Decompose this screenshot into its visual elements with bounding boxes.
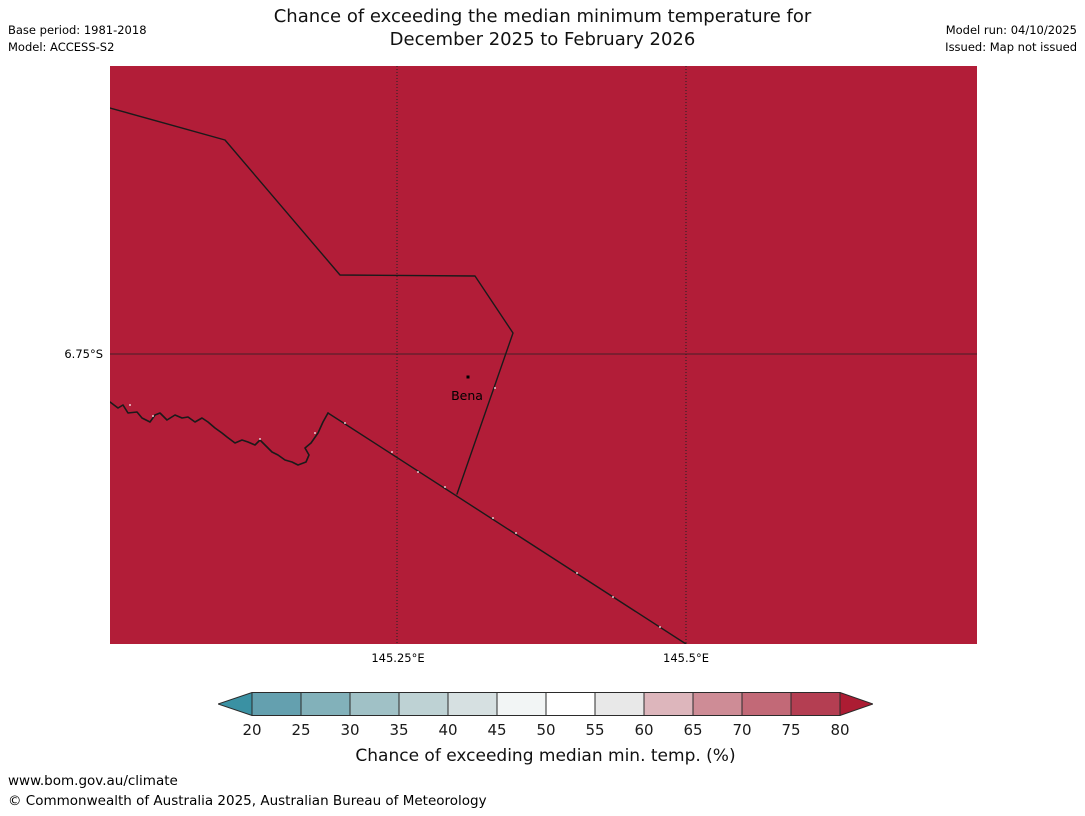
colorbar-tick-50: 50 (536, 721, 556, 739)
colorbar-tick-40: 40 (438, 721, 458, 739)
issued-text: Issued: Map not issued (945, 40, 1077, 54)
map-svg: Bena (110, 66, 977, 644)
bena-marker-dot (466, 375, 470, 379)
colorbar-tick-25: 25 (291, 721, 311, 739)
colorbar-caption: Chance of exceeding median min. temp. (%… (355, 746, 736, 766)
header-left: Base period: 1981-2018 Model: ACCESS-S2 (8, 22, 147, 56)
model-run-text: Model run: 04/10/2025 (945, 23, 1077, 37)
footer-copyright: © Commonwealth of Australia 2025, Austra… (8, 793, 487, 809)
colorbar-tick-30: 30 (340, 721, 360, 739)
colorbar-tick-20: 20 (242, 721, 262, 739)
base-period-text: Base period: 1981-2018 (8, 23, 147, 37)
colorbar-tick-70: 70 (732, 721, 752, 739)
colorbar-tick-65: 65 (683, 721, 703, 739)
colorbar-tick-45: 45 (487, 721, 507, 739)
colorbar-tick-55: 55 (585, 721, 605, 739)
page-title: Chance of exceeding the median minimum t… (0, 5, 1085, 51)
colorbar-tick-35: 35 (389, 721, 409, 739)
title-line-2: December 2025 to February 2026 (389, 29, 696, 50)
colorbar-tick-labels: 20 25 30 35 40 45 50 55 60 65 70 75 80 (0, 721, 1085, 741)
model-text: Model: ACCESS-S2 (8, 40, 115, 54)
y-axis-label: 6.75°S (64, 347, 103, 361)
header-right: Model run: 04/10/2025 Issued: Map not is… (945, 22, 1077, 56)
bena-marker-label: Bena (451, 388, 483, 403)
footer-url: www.bom.gov.au/climate (8, 773, 178, 789)
x-axis-label-145-25e: 145.25°E (371, 651, 425, 665)
colorbar-tick-80: 80 (830, 721, 850, 739)
colorbar (218, 692, 873, 716)
colorbar-tick-75: 75 (781, 721, 801, 739)
x-axis-label-145-5e: 145.5°E (663, 651, 709, 665)
map-area: Bena (110, 66, 977, 644)
title-line-1: Chance of exceeding the median minimum t… (273, 6, 812, 27)
colorbar-tick-60: 60 (634, 721, 654, 739)
